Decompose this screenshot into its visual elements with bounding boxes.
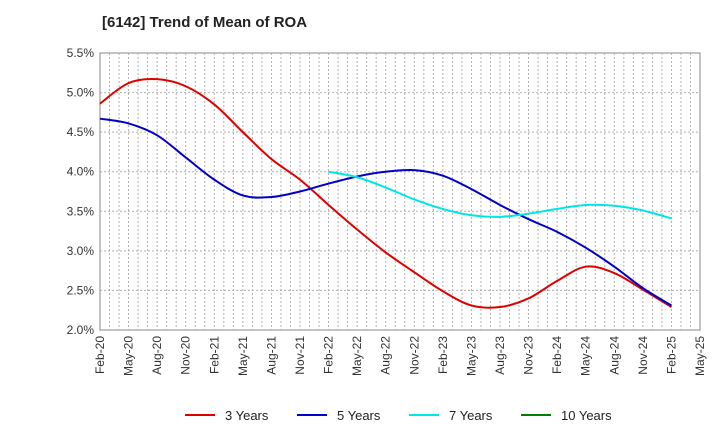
legend-label-10-years: 10 Years	[561, 407, 612, 423]
y-tick-label: 4.5%	[67, 125, 95, 139]
plot-area	[99, 52, 701, 331]
legend-item-7-years: 7 Years	[409, 404, 492, 426]
legend-item-10-years: 10 Years	[521, 404, 612, 426]
x-tick-label: Feb-24	[550, 336, 564, 374]
legend-swatch-5-years	[297, 414, 327, 416]
legend: 3 Years 5 Years 7 Years 10 Years	[0, 404, 720, 426]
x-tick-label: May-23	[464, 336, 478, 376]
x-tick-label: May-21	[236, 336, 250, 376]
series-lines	[99, 77, 672, 309]
x-axis-tick-labels: Feb-20 May-20 Aug-20 Nov-20 Feb-21 May-21 Aug-…	[93, 336, 707, 376]
x-tick-label: Nov-22	[407, 336, 421, 375]
x-tick-label: Feb-25	[664, 336, 678, 374]
y-tick-label: 2.0%	[67, 323, 95, 337]
x-tick-label: Nov-23	[522, 336, 536, 375]
y-tick-label: 4.0%	[67, 165, 95, 179]
x-tick-label: Aug-22	[379, 336, 393, 375]
x-tick-label: Aug-24	[607, 336, 621, 375]
x-tick-label: May-22	[350, 336, 364, 376]
grid-lines	[100, 53, 700, 330]
x-tick-label: Nov-21	[293, 336, 307, 375]
x-tick-label: May-24	[579, 336, 593, 376]
series-line-7-years	[328, 170, 672, 220]
y-tick-label: 3.0%	[67, 244, 95, 258]
y-axis-tick-labels: 2.0% 2.5% 3.0% 3.5% 4.0% 4.5% 5.0% 5.5%	[67, 46, 95, 337]
series-line-3-years	[99, 77, 672, 309]
roa-line-chart: 2.0% 2.5% 3.0% 3.5% 4.0% 4.5% 5.0% 5.5% Feb-20 M…	[67, 46, 707, 376]
x-tick-label: Aug-23	[493, 336, 507, 375]
y-tick-label: 3.5%	[67, 204, 95, 218]
x-tick-label: May-20	[122, 336, 136, 376]
x-tick-label: Nov-20	[179, 336, 193, 375]
legend-label-7-years: 7 Years	[449, 407, 493, 423]
x-tick-label: Feb-22	[322, 336, 336, 374]
chart-title: [6142] Trend of Mean of ROA	[102, 14, 308, 31]
series-line-5-years	[99, 117, 672, 307]
y-tick-label: 5.0%	[67, 86, 95, 100]
x-tick-label: May-25	[693, 336, 707, 376]
x-tick-label: Aug-21	[264, 336, 278, 375]
y-tick-label: 5.5%	[67, 46, 95, 60]
legend-item-3-years: 3 Years	[185, 404, 268, 426]
legend-label-5-years: 5 Years	[337, 407, 381, 423]
legend-item-5-years: 5 Years	[297, 404, 380, 426]
legend-swatch-7-years	[409, 414, 439, 416]
legend-swatch-10-years	[521, 414, 551, 416]
y-tick-label: 2.5%	[67, 283, 95, 297]
x-tick-label: Feb-21	[207, 336, 221, 374]
x-tick-label: Feb-23	[436, 336, 450, 374]
x-tick-label: Feb-20	[93, 336, 107, 374]
legend-swatch-3-years	[185, 414, 215, 416]
x-tick-label: Aug-20	[150, 336, 164, 375]
legend-label-3-years: 3 Years	[225, 407, 269, 423]
x-tick-label: Nov-24	[636, 336, 650, 375]
